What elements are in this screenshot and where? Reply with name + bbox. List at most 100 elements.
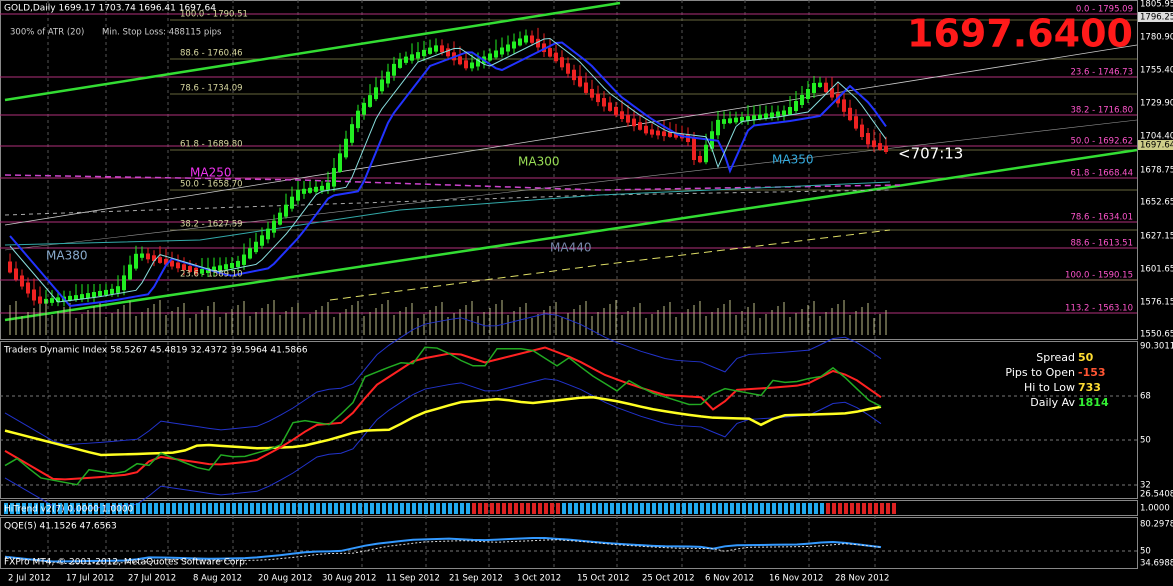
hitrend-bar [496, 503, 500, 514]
fib-label-left: 23.6 - 1589.10 [180, 270, 243, 280]
candle-body [224, 264, 228, 270]
candle-body [92, 292, 96, 298]
candle-body [548, 48, 552, 57]
hitrend-bar [460, 503, 464, 514]
candle-body [740, 116, 744, 122]
candle-body [326, 182, 330, 190]
tdi-title: Traders Dynamic Index 58.5267 45.4819 32… [3, 346, 308, 356]
candle-body [116, 286, 120, 293]
candle-body [68, 295, 72, 301]
hitrend-bar [100, 503, 104, 514]
price-axis-label: 1704.40 [1140, 132, 1173, 142]
candle-body [32, 289, 36, 301]
panel-frames [0, 0, 1138, 569]
hitrend-bar [64, 503, 68, 514]
hitrend-bar [760, 503, 764, 514]
price-axis-label: 1678.75 [1140, 166, 1173, 176]
hitrend-bar [388, 503, 392, 514]
trend-line [4, 1, 621, 102]
tdi-green [4, 346, 882, 486]
date-label: 27 Jul 2012 [128, 574, 176, 584]
hitrend-bar [520, 503, 524, 514]
candle-body [380, 79, 384, 92]
candle-body [818, 82, 822, 87]
hitrend-bar [442, 503, 446, 514]
hitrend-bar [190, 503, 194, 514]
hitrend-bar [538, 503, 542, 514]
candle-body [152, 255, 156, 262]
candle-body [674, 132, 678, 138]
candle-body [20, 275, 24, 287]
candle-body [248, 248, 252, 259]
hitrend-bar [532, 503, 536, 514]
candle-body [200, 269, 204, 274]
date-label: 6 Nov 2012 [705, 574, 754, 584]
hitrend-bar [880, 503, 884, 514]
candle-body [518, 38, 522, 46]
candle-body [38, 296, 42, 304]
candle-body [488, 53, 492, 61]
candle-body [536, 38, 540, 48]
candle-body [386, 71, 390, 84]
candle-body [140, 253, 144, 258]
tdi-band [4, 378, 882, 511]
channel-line [4, 119, 1138, 251]
candle-body [800, 95, 804, 105]
price-axis-label: 1627.15 [1140, 232, 1173, 242]
candle-body [392, 63, 396, 76]
candle-body [80, 294, 84, 300]
trend-line [4, 148, 1138, 322]
candle-body [8, 261, 12, 273]
candle-body [164, 258, 168, 265]
candle-body [584, 82, 588, 93]
hitrend-bar [736, 503, 740, 514]
channel-line [4, 44, 1138, 226]
candle-body [218, 265, 222, 271]
hitrend-bar [466, 503, 470, 514]
hitrend-bar [844, 503, 848, 514]
candle-body [440, 45, 444, 53]
tdi-signal [4, 395, 882, 457]
hitrend-bar [40, 503, 44, 514]
qqe-axis-label: 80.2978 [1140, 520, 1173, 530]
hitrend-bar [856, 503, 860, 514]
candle-body [254, 241, 258, 253]
ma-label: MA350 [772, 153, 813, 167]
hitrend-bar [778, 503, 782, 514]
hitrend-bar [706, 503, 710, 514]
hitrend-bar [352, 503, 356, 514]
ma-label: MA440 [550, 241, 591, 255]
hitrend-bar [400, 503, 404, 514]
date-label: 15 Oct 2012 [577, 574, 630, 584]
candle-body [854, 116, 858, 129]
hitrend-bar [244, 503, 248, 514]
hitrend-bar [256, 503, 260, 514]
hitrend-bar [76, 503, 80, 514]
tdi-axis-label: 68 [1140, 392, 1151, 402]
candle-body [128, 264, 132, 280]
candle-body [776, 111, 780, 117]
fib-label-right: 100.0 - 1590.15 [1065, 271, 1133, 281]
hitrend-bar [508, 503, 512, 514]
ma-label: MA300 [518, 155, 559, 169]
ma-fast [9, 41, 887, 308]
candle-body [578, 76, 582, 87]
candle-body [590, 88, 594, 98]
fib-label-right: 78.6 - 1634.01 [1070, 213, 1133, 223]
hitrend-bar [784, 503, 788, 514]
candle-body [14, 268, 18, 280]
hitrend-bar [658, 503, 662, 514]
candle-body [296, 189, 300, 201]
hitrend-bar [172, 503, 176, 514]
hitrend-bar [490, 503, 494, 514]
candle-body [656, 130, 660, 136]
candle-body [722, 119, 726, 124]
hitrend-bar [814, 503, 818, 514]
candle-body [260, 235, 264, 246]
candle-body [632, 118, 636, 127]
date-label: 20 Aug 2012 [258, 574, 312, 584]
candle-body [470, 62, 474, 69]
hitrend-bar [628, 503, 632, 514]
candle-body [266, 228, 270, 240]
candle-body [134, 253, 138, 269]
